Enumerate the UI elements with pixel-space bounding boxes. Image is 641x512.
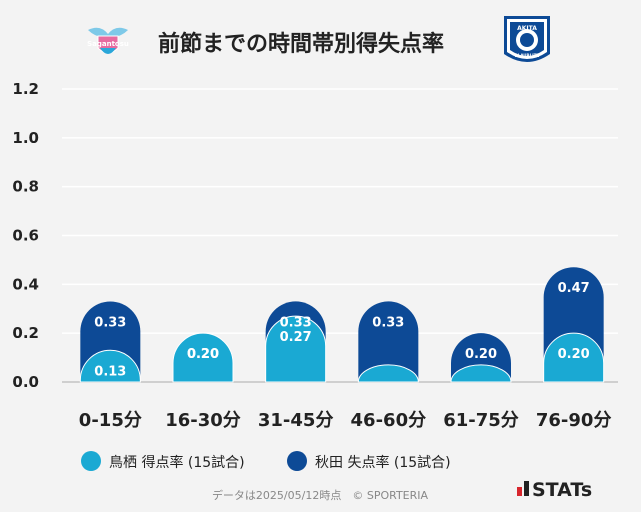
header: Sagantosu 前節までの時間帯別得失点率 AKITA BLAUBLITZ (87, 16, 550, 62)
bar-tosu (543, 332, 605, 383)
y-tick-label: 0.4 (12, 275, 39, 293)
x-tick-label: 16-30分 (165, 410, 241, 431)
y-grid (62, 88, 618, 383)
x-tick-labels: 0-15分 16-30分 31-45分 46-60分 61-75分 76-90分 (79, 410, 612, 431)
bar-tosu (450, 364, 512, 383)
x-tick-label: 76-90分 (536, 410, 612, 431)
y-tick-label: 0.6 (12, 227, 39, 245)
y-tick-label: 1.0 (12, 129, 39, 147)
bar-tosu (265, 315, 327, 383)
akita-logo-text-bottom: BLAUBLITZ (515, 53, 540, 58)
stats-logo-icon (517, 487, 522, 496)
y-tick-label: 0.2 (12, 324, 39, 342)
y-tick-label: 0.0 (12, 373, 39, 391)
tosu-logo-text: Sagantosu (87, 40, 129, 48)
data-label-akita: 0.33 (372, 315, 404, 330)
bar-tosu (79, 349, 141, 383)
bar-tosu (357, 364, 419, 383)
y-tick-label: 0.8 (12, 178, 39, 196)
stats-brand: STATs (517, 479, 592, 501)
data-label-akita: 0.47 (558, 281, 590, 296)
chart-title: 前節までの時間帯別得失点率 (158, 31, 444, 57)
bar-akita (358, 301, 419, 382)
data-label-tosu: 0.20 (187, 347, 219, 362)
x-tick-label: 46-60分 (351, 410, 427, 431)
data-label-akita: 0.20 (465, 347, 497, 362)
data-label-akita: 0.33 (280, 315, 312, 330)
legend-swatch-tosu (81, 451, 101, 471)
footer-note: データは2025/05/12時点 © SPORTERIA (212, 488, 429, 502)
legend: 鳥栖 得点率 (15試合) 秋田 失点率 (15試合) (81, 451, 451, 471)
x-tick-label: 31-45分 (258, 410, 334, 431)
data-label-tosu: 0.27 (280, 330, 312, 345)
x-tick-label: 61-75分 (443, 410, 519, 431)
data-label-akita: 0.20 (187, 347, 219, 362)
bars: 0.330.130.200.200.330.270.330.200.470.20 (79, 267, 605, 383)
legend-label-tosu: 鳥栖 得点率 (15試合) (109, 454, 245, 471)
x-tick-label: 0-15分 (79, 410, 142, 431)
bar-tosu (172, 332, 234, 383)
stats-logo-bar (524, 481, 529, 496)
data-label-akita: 0.33 (94, 315, 126, 330)
y-tick-labels: 0.0 0.2 0.4 0.6 0.8 1.0 1.2 (12, 80, 39, 391)
legend-swatch-akita (287, 451, 307, 471)
akita-logo-icon: AKITA BLAUBLITZ (504, 16, 550, 62)
tosu-logo-icon: Sagantosu (87, 27, 129, 54)
akita-logo-text-top: AKITA (517, 25, 537, 32)
data-label-tosu: 0.13 (94, 364, 126, 379)
y-tick-label: 1.2 (12, 80, 39, 98)
legend-label-akita: 秋田 失点率 (15試合) (315, 454, 451, 471)
stats-brand-text: STATs (532, 479, 592, 501)
data-label-tosu: 0.20 (558, 347, 590, 362)
